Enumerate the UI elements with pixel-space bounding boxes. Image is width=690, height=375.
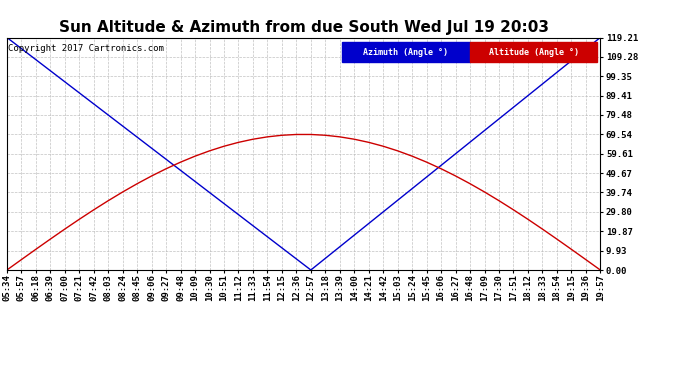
Title: Sun Altitude & Azimuth from due South Wed Jul 19 20:03: Sun Altitude & Azimuth from due South We… <box>59 20 549 35</box>
Bar <box>470 42 598 62</box>
Bar <box>342 42 470 62</box>
Text: Altitude (Angle °): Altitude (Angle °) <box>489 48 578 57</box>
Text: Copyright 2017 Cartronics.com: Copyright 2017 Cartronics.com <box>8 45 164 54</box>
Text: Azimuth (Angle °): Azimuth (Angle °) <box>364 48 448 57</box>
